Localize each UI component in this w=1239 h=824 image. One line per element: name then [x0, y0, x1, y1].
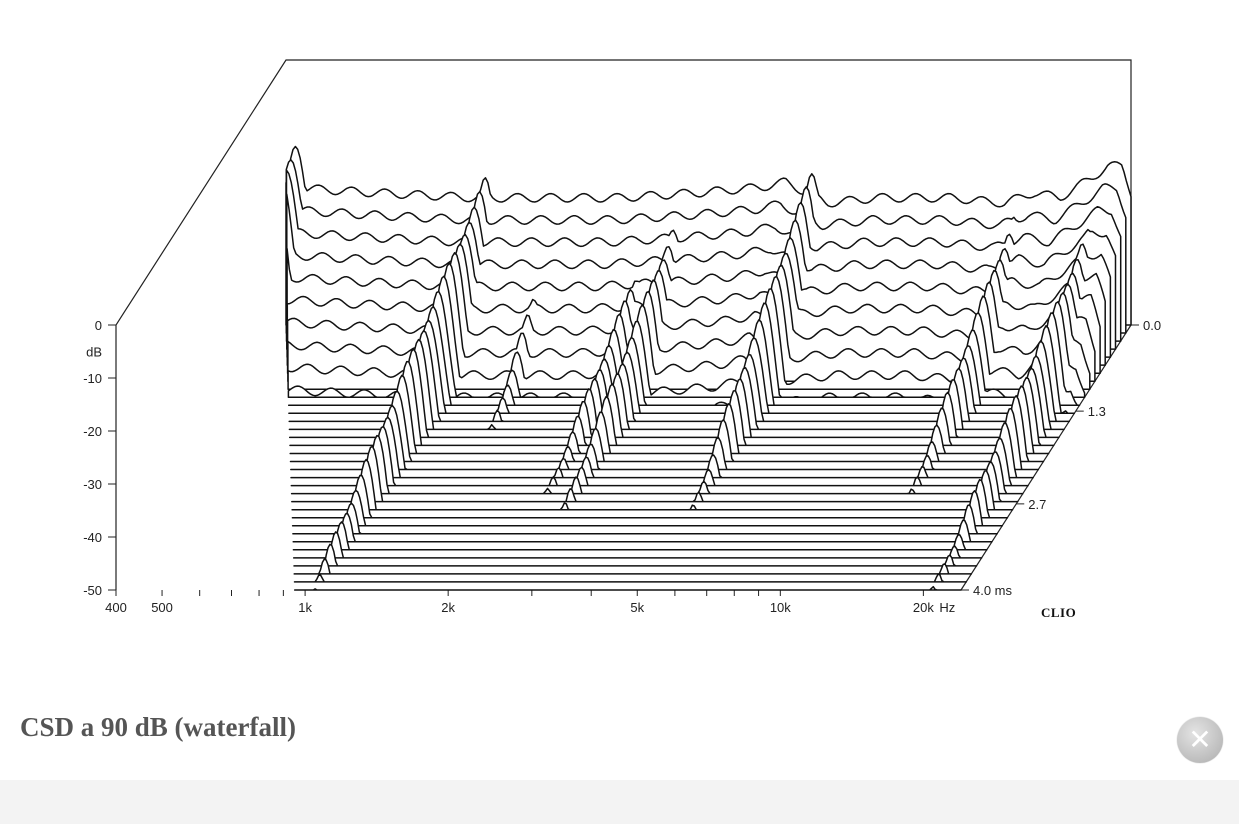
z-tick-label: 2.7 [1028, 497, 1046, 512]
waterfall-chart: 0 -10 -20 -30 -40 -50 dB 400 500 1k 2k 5k 10k 20k Hz 0.… [83, 59, 1161, 620]
z-tick-label: 1.3 [1088, 404, 1106, 419]
decay-slice [292, 502, 998, 535]
z-tick-label: 0.0 [1143, 318, 1161, 333]
brand-label: CLIO [1041, 605, 1076, 620]
x-tick-label: 500 [151, 600, 173, 615]
decay-slice [291, 474, 1009, 519]
decay-slice [292, 521, 988, 551]
decay-slice [293, 573, 967, 583]
x-tick-label: 400 [105, 600, 127, 615]
depth-axis-line [960, 324, 1132, 591]
y-unit-label: dB [86, 345, 102, 360]
decay-slice [292, 512, 993, 543]
waterfall-plot: 0 -10 -20 -30 -40 -50 dB 400 500 1k 2k 5k 10k 20k Hz 0.… [83, 59, 1161, 620]
chart-caption: CSD a 90 dB (waterfall) [20, 712, 296, 742]
z-tick-label: 4.0 ms [973, 583, 1013, 598]
y-tick-label: -50 [83, 583, 102, 598]
decay-slice [290, 425, 1029, 487]
decay-slice [289, 374, 1050, 455]
decay-slice [290, 404, 1040, 471]
decay-slice [293, 543, 978, 567]
y-tick-label: 0 [95, 318, 102, 333]
decay-slice [291, 489, 1003, 527]
footer-strip [0, 780, 1239, 824]
axes-frame [108, 59, 1139, 596]
x-tick-label: 10k [770, 600, 791, 615]
x-tick-label: 20k [913, 600, 934, 615]
y-tick-label: -20 [83, 424, 102, 439]
x-tick-label: 2k [441, 600, 455, 615]
decay-slice [290, 434, 1024, 495]
close-button[interactable]: ✕ [1177, 717, 1223, 763]
decay-slice [289, 360, 1055, 447]
y-tick-label: -10 [83, 371, 102, 386]
x-tick-label: 5k [630, 600, 644, 615]
decay-slice [293, 558, 973, 575]
decay-slice [289, 390, 1045, 463]
x-tick-label: 1k [298, 600, 312, 615]
decay-slices [285, 145, 1132, 591]
decay-slice [292, 531, 983, 559]
y-tick-label: -30 [83, 477, 102, 492]
x-unit-label: Hz [939, 600, 955, 615]
caption-bar: CSD a 90 dB (waterfall) [0, 700, 1239, 770]
decay-slice [286, 252, 1101, 374]
plot-frame [115, 59, 1132, 590]
axis-labels: 0 -10 -20 -30 -40 -50 dB 400 500 1k 2k 5k 10k 20k Hz 0.… [83, 318, 1161, 620]
close-icon: ✕ [1188, 723, 1212, 756]
decay-slice [290, 416, 1034, 479]
y-tick-label: -40 [83, 530, 102, 545]
decay-slice [293, 585, 962, 591]
